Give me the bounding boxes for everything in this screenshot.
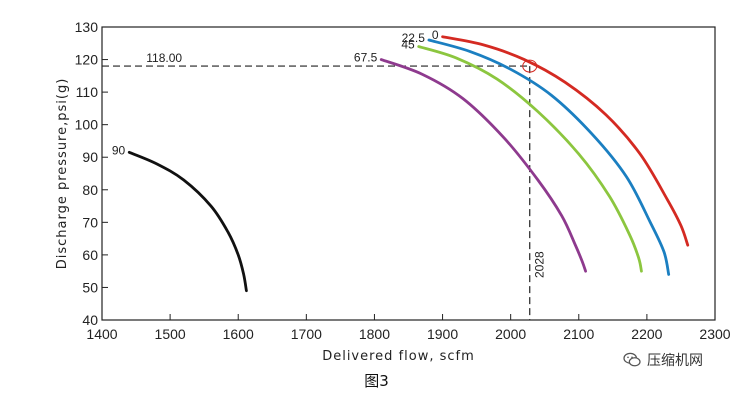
watermark-text: 压缩机网 [647,353,703,369]
figure-caption: 图3 [364,372,389,390]
y-tick-label: 80 [82,182,98,198]
y-tick-label: 120 [75,52,99,68]
y-tick-label: 40 [82,312,98,328]
y-tick-label: 50 [82,279,98,295]
y-tick-label: 60 [82,247,98,263]
plot-frame [101,26,716,321]
x-tick-label: 2300 [699,326,730,342]
y-tick-label: 100 [75,117,99,133]
reference-lines [102,59,538,320]
x-tick-label: 1800 [359,326,390,342]
series-label-45: 45 [401,38,415,52]
watermark: 压缩机网 [623,350,703,370]
x-tick-label: 1500 [155,326,186,342]
wechat-icon [623,352,641,367]
series-line-22.5 [427,38,671,276]
h-reference-label: 118.00 [146,51,182,65]
y-tick-label: 70 [82,214,98,230]
y-tick-label: 130 [75,19,99,35]
x-tick-label: 2100 [563,326,594,342]
axes: 1400 1500 1600 1700 1800 1900 2000 2100 2200 2300… [75,19,731,342]
series-label-90: 90 [112,143,126,157]
series-line-0 [441,35,690,247]
series-label-0: 0 [432,28,439,42]
series-line-90 [127,150,248,293]
y-tick-label: 90 [82,149,98,165]
series-line-67.5 [379,58,587,273]
x-tick-label: 1600 [223,326,254,342]
series-line-45 [417,45,643,273]
y-tick-label: 110 [76,84,99,100]
series-label-67.5: 67.5 [354,51,378,65]
x-tick-label: 2000 [495,326,526,342]
labels: Delivered flow, scfm Discharge pressure,p… [55,28,547,364]
y-axis-title: Discharge pressure,psi(g) [55,78,70,270]
x-axis-title: Delivered flow, scfm [322,349,475,364]
x-tick-label: 1700 [291,326,322,342]
series-curves [127,35,690,293]
x-tick-label: 1400 [86,326,117,342]
x-tick-label: 1900 [427,326,458,342]
series-label-22.5: 22.5 [402,31,426,45]
v-reference-label: 2028 [533,251,547,278]
x-tick-label: 2200 [631,326,662,342]
